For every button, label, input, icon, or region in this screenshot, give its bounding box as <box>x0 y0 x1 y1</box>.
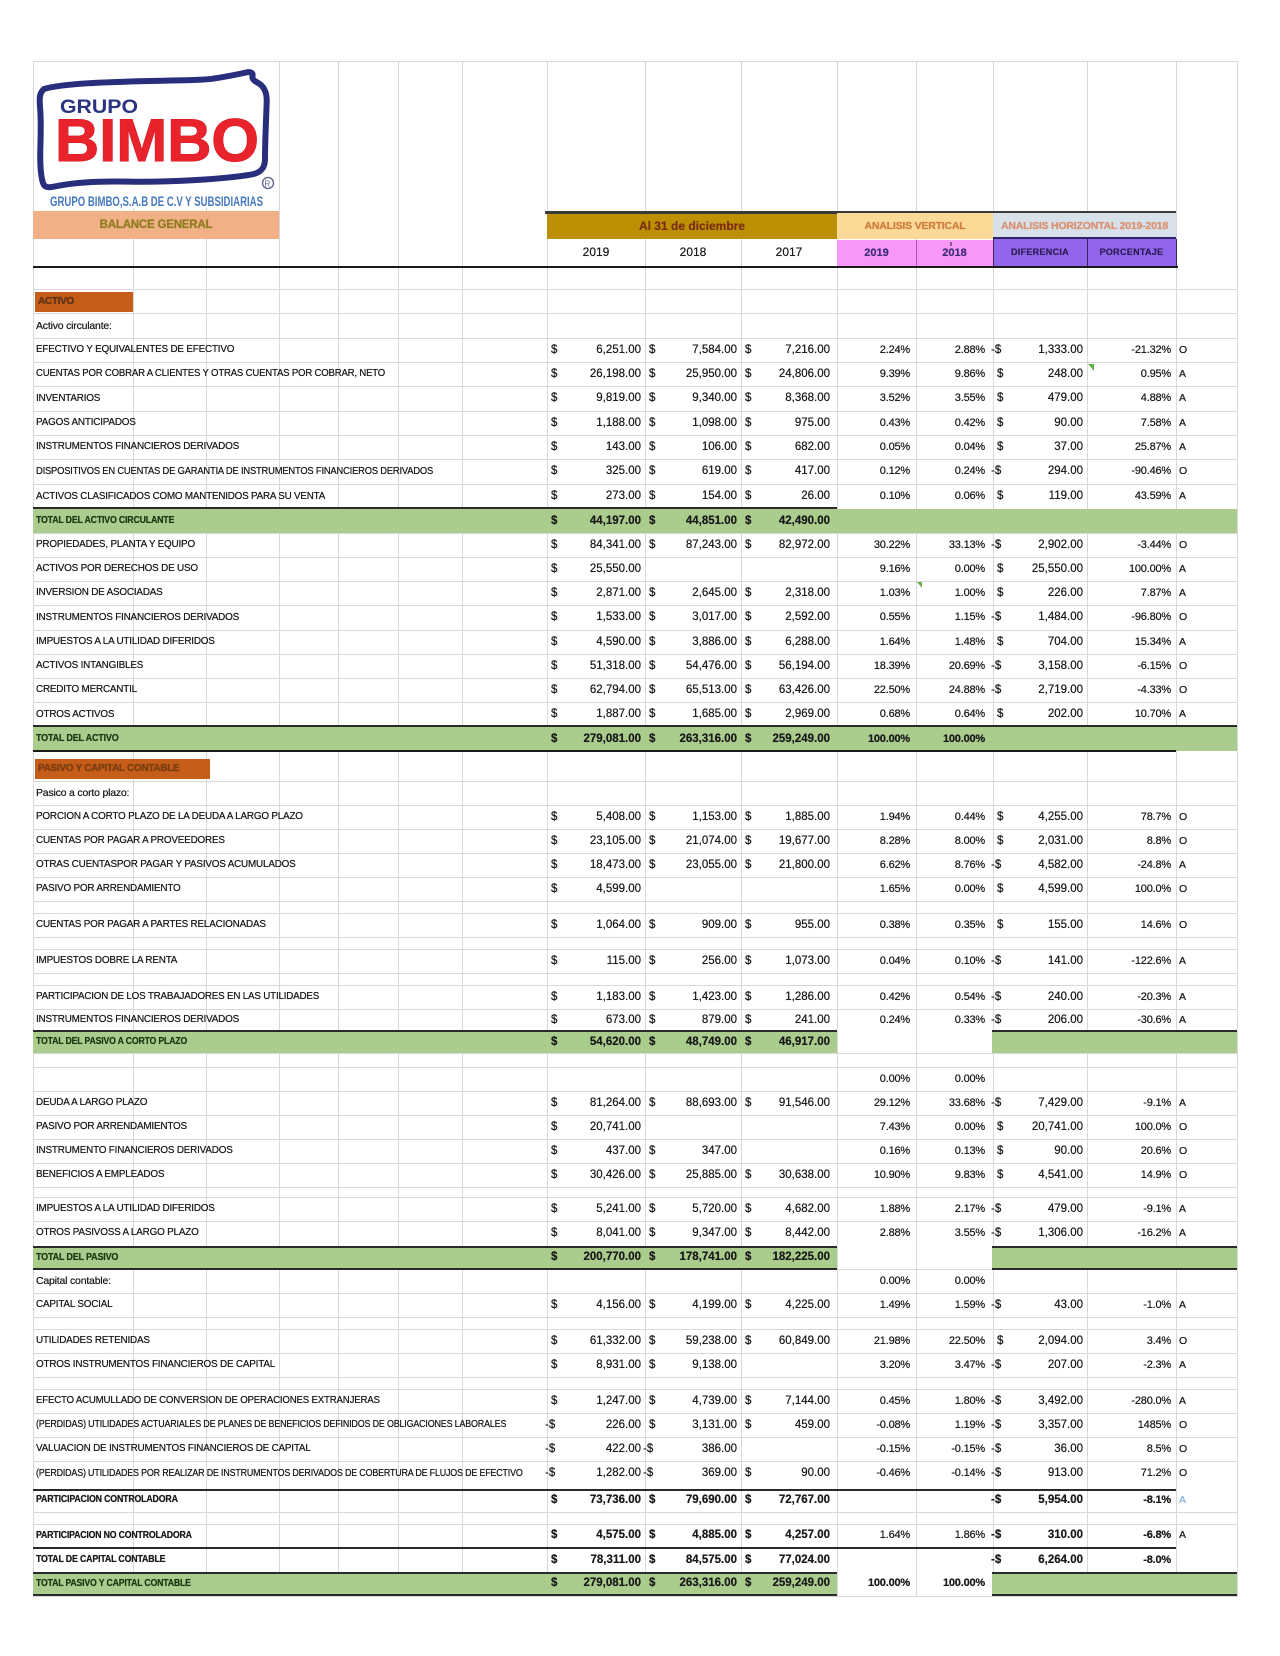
svg-text:GRUPO: GRUPO <box>60 97 138 118</box>
svg-text:BIMBO: BIMBO <box>55 107 259 174</box>
svg-text:R: R <box>265 180 271 189</box>
svg-text:GRUPO BIMBO,S.A.B DE C.V Y SUB: GRUPO BIMBO,S.A.B DE C.V Y SUBSIDIARIAS <box>50 193 263 209</box>
